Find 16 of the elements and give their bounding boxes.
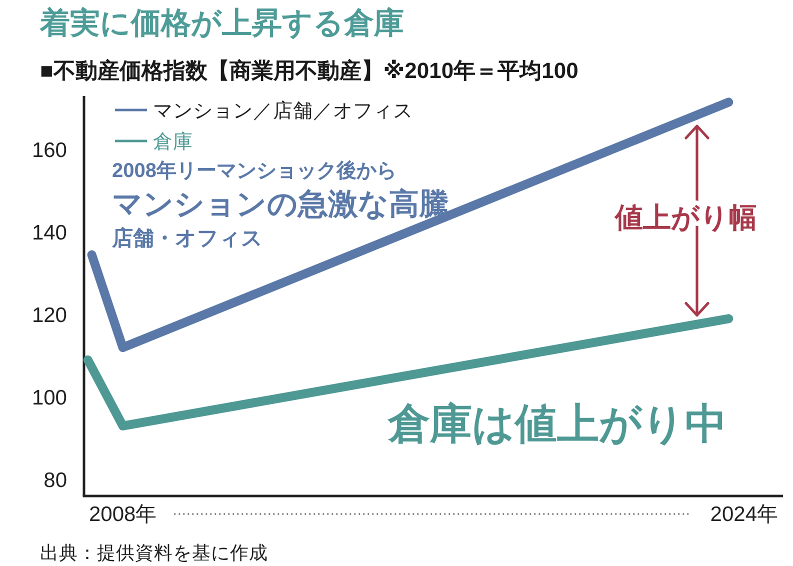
subtitle: ■不動産価格指数【商業用不動産】※2010年＝平均100 — [40, 58, 578, 83]
annotation: マンションの急激な高騰 — [112, 188, 449, 221]
x-tick-label: 2008年 — [88, 503, 157, 526]
title: 着実に価格が上昇する倉庫 — [40, 7, 404, 40]
annotation: 出典：提供資料を基に作成 — [40, 542, 268, 563]
annotation: 店舗・オフィス — [112, 227, 263, 250]
y-tick-label: 120 — [32, 304, 67, 328]
y-tick-label: 80 — [44, 469, 67, 492]
x-tick-label: 2024年 — [710, 503, 778, 526]
legend-label: マンション／店舗／オフィス — [153, 100, 413, 122]
y-tick-label: 100 — [32, 386, 67, 410]
y-tick-label: 160 — [32, 139, 67, 162]
legend-label: 倉庫 — [153, 131, 193, 153]
annotation: 2008年リーマンショック後から — [112, 160, 396, 182]
annotation: 倉庫は値上がり中 — [388, 400, 727, 447]
y-tick-label: 140 — [32, 222, 67, 245]
